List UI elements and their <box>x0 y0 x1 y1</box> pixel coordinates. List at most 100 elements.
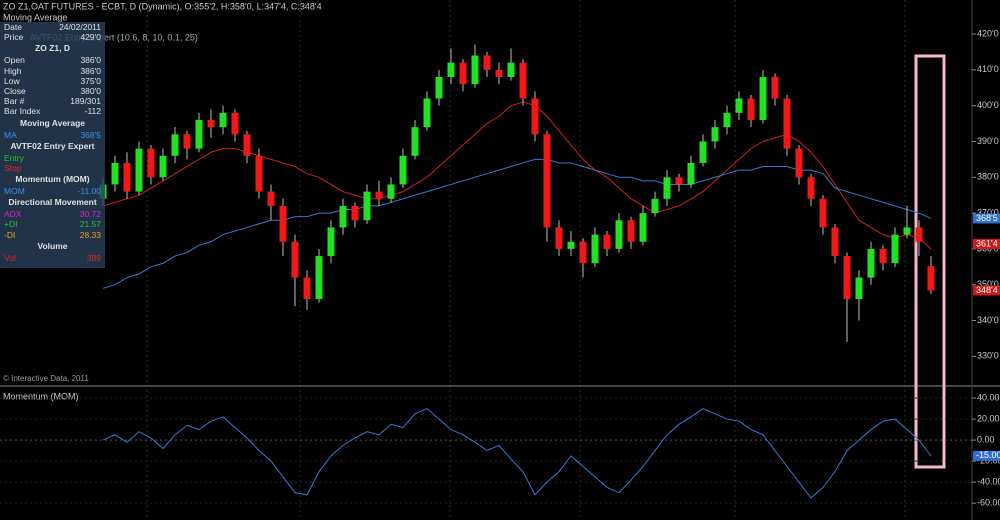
candle-body <box>747 98 755 120</box>
candle-body <box>339 205 347 228</box>
y-tick-label: 20.00 <box>977 413 1000 423</box>
row-value: 28.33 <box>79 229 101 240</box>
y-tick-label: 0.00 <box>977 434 995 444</box>
line <box>102 407 932 499</box>
price-marker <box>973 450 1000 461</box>
row-value: -11.00 <box>77 186 101 197</box>
price-marker-label: 361'4 <box>976 238 998 248</box>
candle-body <box>507 62 515 77</box>
data-row: +DI 21.57 <box>0 219 105 229</box>
row-value: -112 <box>84 106 101 117</box>
candle-body <box>183 134 191 149</box>
candle-body <box>459 62 467 85</box>
candle-body <box>711 127 719 142</box>
candle-body <box>819 198 827 228</box>
candle-body <box>795 148 803 178</box>
y-tick-label: 40.00 <box>977 392 1000 402</box>
candle-body <box>363 191 371 221</box>
data-row: Stop <box>0 163 105 173</box>
highlight-box <box>914 54 946 469</box>
candle-body <box>663 177 671 199</box>
data-row: ADX 30.72 <box>0 209 105 219</box>
price-marker-label: 348'4 <box>976 285 998 295</box>
data-row: Low 375'0 <box>0 76 105 86</box>
data-row: MA 368'5 <box>0 130 105 140</box>
price-marker-label: 368'5 <box>976 213 998 223</box>
candle-body <box>807 177 815 199</box>
y-tick-label: 370'0 <box>977 207 999 217</box>
data-row: Open 386'0 <box>0 55 105 65</box>
candle-body <box>675 177 683 185</box>
candle-body <box>843 256 851 300</box>
row-value: 368'5 <box>80 129 101 140</box>
candle-body <box>255 155 263 192</box>
price-marker-label: -15.00 <box>976 450 1000 460</box>
indicator-label: AVTF02 Entry Expert (10.6, 8, 10, 0.1, 2… <box>30 32 198 42</box>
row-label: Price <box>4 32 24 43</box>
row-label: Low <box>4 75 20 86</box>
candle-body <box>579 241 587 264</box>
section-heading: Directional Movement <box>8 197 97 208</box>
section-heading: Momentum (MOM) <box>15 174 90 185</box>
line <box>102 158 932 289</box>
row-value: 389 <box>86 252 101 263</box>
candle-body <box>783 98 791 149</box>
copyright: © Interactive Data, 2011 <box>3 374 89 383</box>
candle-body <box>927 266 935 291</box>
candle-body <box>483 55 491 70</box>
candle-body <box>543 134 551 228</box>
candle-body <box>555 227 563 249</box>
data-row: Vol 389 <box>0 253 105 263</box>
subtitle: Moving Average <box>3 12 67 22</box>
candle-body <box>411 127 419 156</box>
candle-body <box>315 256 323 300</box>
candle-body <box>771 77 779 99</box>
candle-body <box>279 205 287 242</box>
candle-body <box>855 277 863 300</box>
row-value: 380'0 <box>80 85 101 96</box>
candle-body <box>291 241 299 278</box>
candle-body <box>831 227 839 257</box>
candle-body <box>531 98 539 135</box>
price-marker <box>973 285 1000 296</box>
candle-body <box>627 220 635 242</box>
candle-body <box>123 162 131 192</box>
section-heading: AVTF02 Entry Expert <box>10 140 95 151</box>
price-marker <box>973 238 1000 249</box>
candle-body <box>759 77 767 120</box>
y-tick-label: -60.00 <box>977 498 1000 508</box>
row-value: 386'0 <box>80 65 101 76</box>
row-label: +DI <box>4 219 18 230</box>
row-label: -DI <box>4 229 16 240</box>
section-heading: Volume <box>37 240 68 251</box>
candle-body <box>135 148 143 192</box>
candle-body <box>303 277 311 300</box>
row-label: MOM <box>4 186 25 197</box>
row-value: 429'0 <box>80 32 101 43</box>
row-label: Entry <box>4 152 24 163</box>
candle-body <box>435 77 443 99</box>
candle-body <box>915 227 923 242</box>
row-label: Bar # <box>4 96 25 107</box>
candle-body <box>387 184 395 199</box>
data-row: MOM -11.00 <box>0 186 105 196</box>
data-row: Bar Index -112 <box>0 106 105 116</box>
candle-body <box>195 119 203 149</box>
data-row: Entry <box>0 153 105 163</box>
row-label: Close <box>4 85 26 96</box>
row-value: 21.57 <box>79 219 101 230</box>
y-tick-label: 420'0 <box>977 28 999 38</box>
row-label: Open <box>4 55 25 66</box>
candle-body <box>519 62 527 99</box>
candle-body <box>375 191 383 199</box>
pane-title: Momentum (MOM) <box>3 391 79 401</box>
candle-body <box>639 213 647 242</box>
candle-body <box>399 155 407 185</box>
candle-body <box>111 162 119 185</box>
y-tick-label: 400'0 <box>977 100 999 110</box>
section-heading: ZO Z1, D <box>35 43 70 54</box>
data-row: -DI 28.33 <box>0 230 105 240</box>
candle-body <box>867 248 875 278</box>
